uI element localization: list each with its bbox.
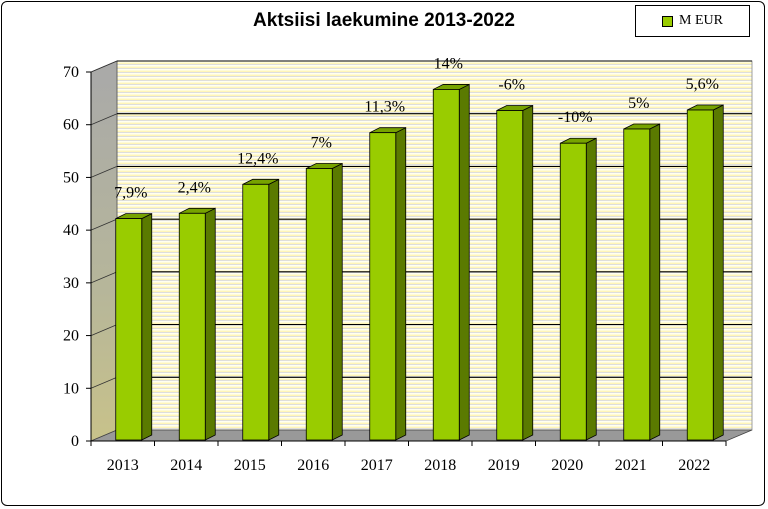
bar	[686, 109, 714, 441]
bar-side	[458, 83, 470, 441]
x-tick-label: 2016	[297, 457, 329, 474]
bar-side	[712, 104, 724, 441]
y-tick-label: 0	[71, 433, 79, 450]
bar	[623, 128, 651, 441]
x-tick-label: 2015	[234, 457, 266, 474]
gridline-side	[90, 376, 118, 389]
bar-side	[331, 162, 343, 441]
gridline-side	[90, 218, 118, 231]
y-tick-label: 10	[63, 380, 79, 397]
data-label: 7,9%	[114, 185, 147, 202]
side-wall	[90, 60, 118, 442]
bar	[496, 110, 524, 441]
data-label: 14%	[434, 55, 463, 72]
bar	[242, 183, 270, 441]
bar	[369, 132, 397, 441]
legend-label: M EUR	[679, 13, 723, 28]
x-tick-label: 2019	[488, 457, 520, 474]
bar-side	[395, 127, 407, 441]
x-tick-label: 2021	[615, 457, 647, 474]
data-label: 12,4%	[237, 150, 278, 167]
data-label: -10%	[558, 109, 593, 126]
bar	[559, 142, 587, 441]
bar-side	[585, 137, 597, 441]
y-tick-label: 20	[63, 328, 79, 345]
gridline-side	[90, 60, 118, 73]
x-tick-label: 2022	[678, 457, 710, 474]
chart-title: Aktsiisi laekumine 2013-2022	[253, 10, 515, 31]
x-tick-label: 2018	[424, 457, 456, 474]
x-tick-label: 2014	[170, 457, 202, 474]
data-label: 2,4%	[178, 179, 211, 196]
bar-side	[522, 104, 534, 441]
bar-side	[649, 123, 661, 441]
x-tick-label: 2020	[551, 457, 583, 474]
gridline-side	[90, 113, 118, 126]
data-label: 5,6%	[686, 76, 719, 93]
y-tick-label: 60	[63, 117, 79, 134]
bar	[305, 168, 333, 441]
data-label: 11,3%	[364, 99, 405, 116]
data-label: 7%	[311, 135, 332, 152]
bar	[178, 212, 206, 441]
bar	[115, 218, 143, 441]
bar-side	[204, 207, 216, 441]
y-tick-label: 40	[63, 222, 79, 239]
y-tick-label: 30	[63, 275, 79, 292]
x-tick-label: 2013	[107, 457, 139, 474]
bar-side	[268, 178, 280, 441]
gridline-side	[90, 166, 118, 178]
y-tick-label: 50	[63, 169, 79, 186]
legend-swatch	[662, 15, 674, 27]
legend: M EUR	[635, 5, 750, 37]
y-tick-label: 70	[63, 64, 79, 81]
bar-side	[141, 212, 153, 441]
data-label: -6%	[498, 77, 525, 94]
gridline-side	[90, 271, 118, 284]
x-tick-label: 2017	[361, 457, 393, 474]
bar	[432, 89, 460, 441]
data-label: 5%	[628, 95, 649, 112]
gridline-side	[90, 324, 118, 336]
